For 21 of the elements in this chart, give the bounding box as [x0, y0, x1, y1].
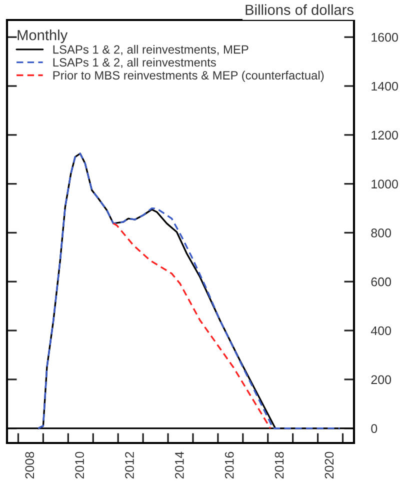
legend-title: Monthly [18, 30, 68, 44]
y-tick-label: 600 [371, 277, 392, 286]
y-tick-label: 0 [371, 424, 378, 433]
x-tick-label: 2008 [25, 452, 34, 479]
legend-label: LSAPs 1 & 2, all reinvestments, MEP [53, 44, 248, 56]
y-tick-label: 200 [371, 375, 392, 384]
x-tick-label: 2010 [75, 452, 84, 479]
y-tick-label: 1000 [372, 180, 398, 188]
x-tick-label: 2014 [175, 452, 184, 479]
legend-label: Prior to MBS reinvestments & MEP (counterfactual) [53, 70, 324, 82]
y-tick-label: 1200 [372, 130, 398, 140]
y-tick-label: 800 [371, 228, 392, 238]
x-tick-label: 2018 [274, 452, 284, 479]
x-tick-label: 2020 [324, 452, 334, 479]
x-tick-label: 2012 [125, 452, 134, 479]
y-tick-label: 1600 [372, 32, 398, 42]
x-tick-label: 2016 [224, 452, 234, 479]
y-tick-label: 400 [370, 326, 392, 336]
y-axis-title: Billions of dollars [246, 4, 354, 16]
y-tick-label: 1400 [372, 82, 398, 91]
legend-label: LSAPs 1 & 2, all reinvestments [53, 58, 216, 68]
